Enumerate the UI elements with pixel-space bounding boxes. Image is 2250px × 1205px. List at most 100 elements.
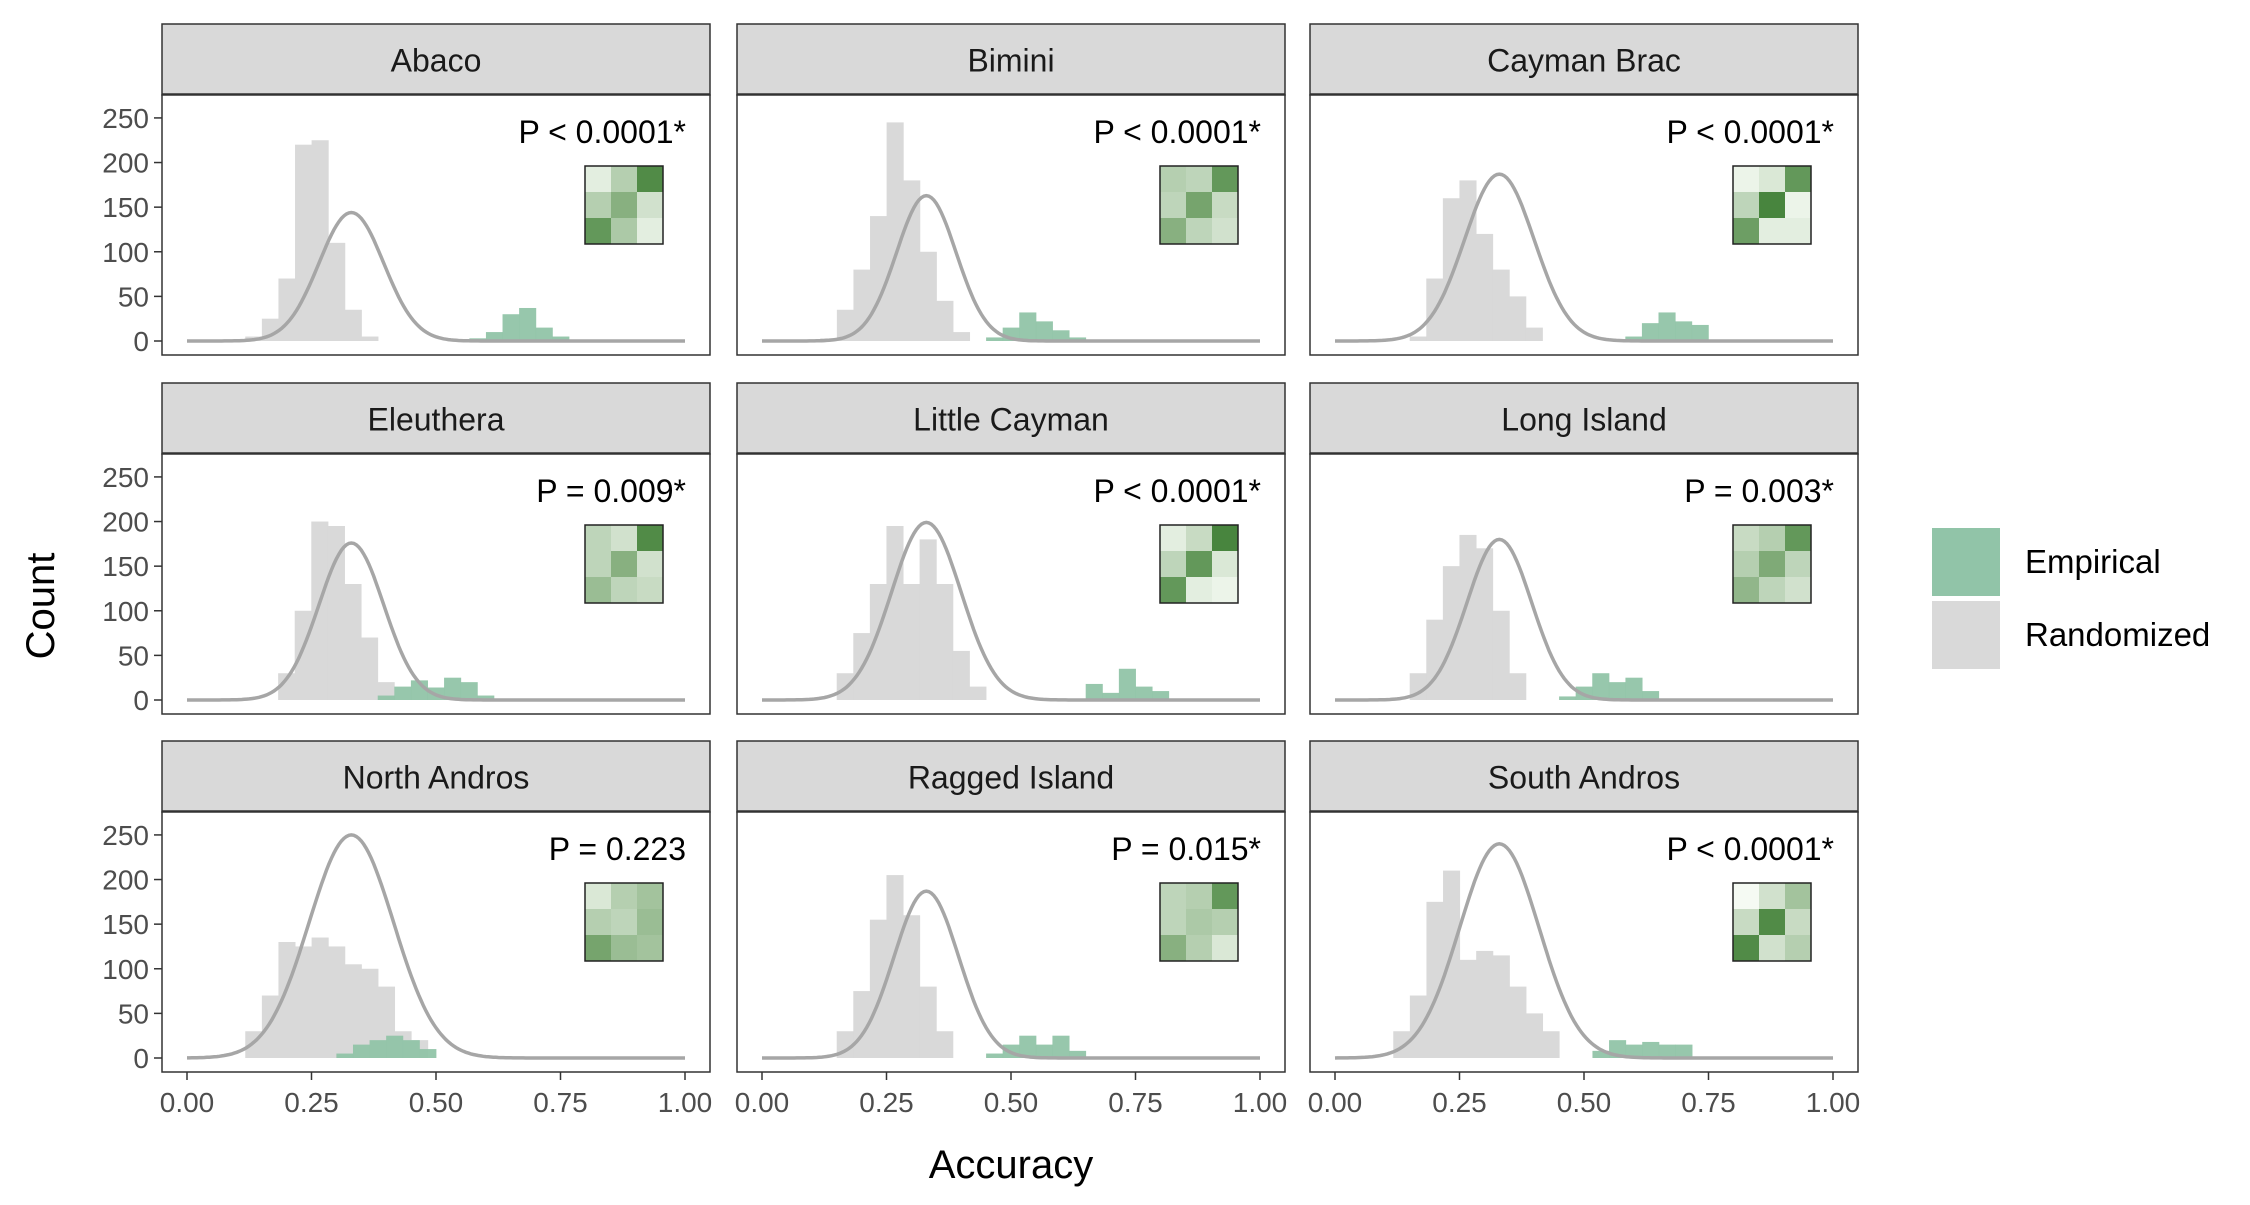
randomized-bar — [1492, 955, 1510, 1058]
randomized-bar — [952, 332, 971, 341]
density-line — [187, 541, 685, 702]
empirical-bar — [460, 682, 478, 700]
confusion-cell — [585, 525, 611, 551]
confusion-cell — [585, 909, 611, 935]
empirical-bar — [336, 1053, 354, 1058]
x-tick-label: 0.75 — [1681, 1087, 1736, 1118]
confusion-cell — [1759, 935, 1785, 961]
confusion-matrix-border — [1159, 882, 1239, 962]
facet-title: South Andros — [1488, 760, 1680, 796]
randomized-bar — [1459, 959, 1477, 1058]
confusion-cell — [637, 525, 663, 551]
confusion-matrix-border — [584, 165, 664, 245]
empirical-bar — [986, 1053, 1004, 1058]
randomized-bar — [886, 526, 904, 700]
facet-strip — [161, 382, 711, 455]
confusion-cell — [637, 218, 663, 244]
pvalue-label: P < 0.0001* — [518, 114, 686, 150]
randomized-bar — [936, 584, 954, 700]
confusion-cell — [1160, 577, 1186, 603]
y-tick-label: 50 — [118, 640, 149, 671]
confusion-cell — [637, 883, 663, 909]
y-tick-label: 200 — [102, 507, 149, 538]
empirical-bar — [1608, 682, 1626, 700]
y-tick-label: 0 — [133, 1043, 149, 1074]
randomized-bar — [361, 637, 379, 700]
confusion-cell — [1212, 909, 1238, 935]
confusion-cell — [1160, 218, 1186, 244]
y-tick-label: 0 — [133, 685, 149, 716]
randomized-bar — [278, 673, 296, 700]
randomized-bar — [328, 946, 346, 1058]
facet-panel-2: Cayman Brac P < 0.0001* — [1309, 23, 1859, 356]
empirical-bar — [1052, 1035, 1070, 1058]
confusion-cell — [585, 577, 611, 603]
panel-border — [736, 94, 1286, 356]
confusion-cell — [611, 525, 637, 551]
empirical-bar — [519, 307, 537, 341]
randomized-bar — [919, 539, 937, 700]
confusion-cell — [1212, 883, 1238, 909]
confusion-cell — [611, 551, 637, 577]
empirical-bar — [986, 337, 1004, 341]
x-tick-label: 0.50 — [1557, 1087, 1612, 1118]
confusion-cell — [637, 166, 663, 192]
confusion-cell — [1212, 192, 1238, 218]
randomized-bar — [969, 686, 987, 700]
empirical-bar — [1559, 696, 1577, 700]
confusion-cell — [637, 909, 663, 935]
y-tick-label: 0 — [133, 326, 149, 357]
y-tick-label: 50 — [118, 998, 149, 1029]
confusion-cell — [1160, 935, 1186, 961]
y-tick-label: 200 — [102, 148, 149, 179]
x-tick-label: 0.25 — [284, 1087, 339, 1118]
pvalue-label: P < 0.0001* — [1666, 114, 1834, 150]
randomized-bar — [869, 919, 887, 1058]
confusion-cell — [611, 909, 637, 935]
randomized-bar — [344, 964, 362, 1058]
confusion-matrix-border — [584, 882, 664, 962]
confusion-cell — [1186, 166, 1212, 192]
empirical-bar — [1658, 312, 1676, 341]
confusion-cell — [1733, 166, 1759, 192]
randomized-bar — [311, 937, 329, 1058]
empirical-bar — [1625, 336, 1643, 341]
empirical-bar — [444, 677, 462, 700]
facet-title: Little Cayman — [913, 402, 1109, 438]
y-tick-label: 100 — [102, 596, 149, 627]
empirical-bar — [1592, 1050, 1610, 1058]
y-tick-label: 150 — [102, 909, 149, 940]
x-tick-label: 0.50 — [409, 1087, 464, 1118]
randomized-bar — [1426, 901, 1444, 1058]
y-tick-label: 150 — [102, 192, 149, 223]
confusion-cell — [1733, 909, 1759, 935]
randomized-bar — [361, 968, 379, 1058]
randomized-bar — [1525, 1013, 1544, 1058]
randomized-bar — [311, 521, 329, 700]
confusion-cell — [1212, 551, 1238, 577]
confusion-cell — [1785, 551, 1811, 577]
y-tick-label: 200 — [102, 865, 149, 896]
density-line — [1335, 537, 1833, 702]
panel-border — [1309, 453, 1859, 715]
facet-strip — [736, 382, 1286, 455]
empirical-bar — [377, 695, 395, 700]
confusion-cell — [1785, 192, 1811, 218]
empirical-bar — [386, 1035, 404, 1058]
empirical-bar — [1019, 1035, 1037, 1058]
facet-title: Ragged Island — [908, 760, 1114, 796]
facet-panel-8: South Andros P < 0.0001* 0.00 0.25 0.50 0.75 1… — [1308, 740, 1860, 1118]
randomized-bar — [1409, 336, 1427, 341]
confusion-matrix-border — [1732, 524, 1812, 604]
confusion-cell — [1186, 551, 1212, 577]
confusion-cell — [1160, 551, 1186, 577]
confusion-cell — [611, 218, 637, 244]
confusion-cell — [1785, 909, 1811, 935]
empirical-bar — [1035, 321, 1053, 341]
randomized-bar — [261, 995, 279, 1058]
confusion-cell — [585, 218, 611, 244]
randomized-bar — [278, 942, 296, 1058]
legend-swatch — [1932, 601, 2000, 669]
confusion-cell — [1759, 192, 1785, 218]
empirical-bar — [1625, 677, 1643, 700]
